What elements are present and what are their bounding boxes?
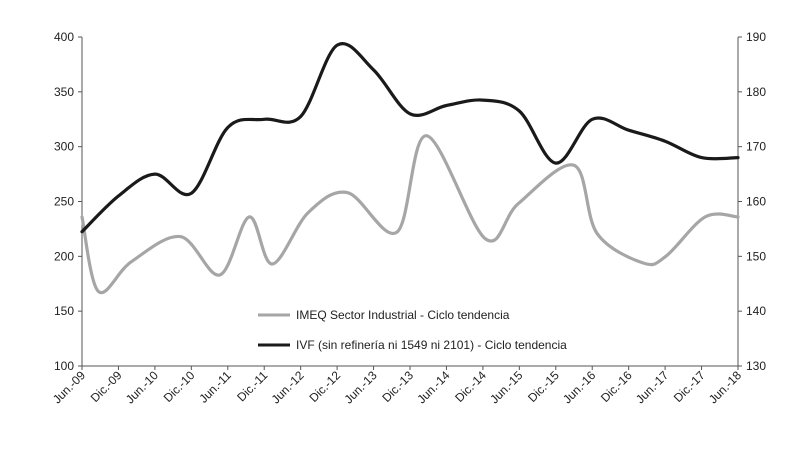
y-axis-left-labels: 100 150 200 250 300 350 400	[54, 30, 74, 373]
legend-label-ivf: IVF (sin refinería ni 1549 ni 2101) - Ci…	[296, 338, 567, 352]
y-right-tick-label: 140	[746, 304, 766, 318]
x-tick-label: Dic.-11	[234, 368, 270, 404]
x-tick-label: Jun.-14	[414, 368, 452, 406]
x-tick-label: Dic.-17	[671, 368, 708, 405]
x-tick-label: Jun.-15	[487, 368, 525, 406]
x-tick-label: Jun.-18	[706, 368, 744, 406]
legend-label-imeq: IMEQ Sector Industrial - Ciclo tendencia	[296, 308, 510, 322]
y-right-tick-label: 160	[746, 195, 766, 209]
y-left-tick-label: 350	[54, 85, 74, 99]
x-tick-label: Dic.-13	[379, 368, 416, 405]
y-left-tick-label: 100	[54, 359, 74, 373]
x-tick-label: Dic.-09	[88, 368, 125, 405]
x-tick-label: Dic.-15	[525, 368, 562, 405]
x-tick-label: Dic.-14	[452, 368, 489, 405]
y-left-tick-label: 150	[54, 304, 74, 318]
x-tick-label: Dic.-12	[306, 368, 343, 405]
x-tick-label: Dic.-10	[161, 368, 198, 405]
series-lines	[80, 41, 740, 295]
y-left-tick-label: 400	[54, 30, 74, 44]
x-tick-label: Dic.-16	[598, 368, 635, 405]
x-tick-label: Jun.-10	[123, 368, 161, 406]
x-tick-label: Jun.-16	[560, 368, 598, 406]
y-right-tick-label: 130	[746, 359, 766, 373]
y-right-tick-label: 170	[746, 140, 766, 154]
y-left-tick-label: 300	[54, 140, 74, 154]
y-right-tick-label: 190	[746, 30, 766, 44]
y-left-tick-label: 250	[54, 195, 74, 209]
y-left-tick-label: 200	[54, 249, 74, 263]
plot-axes	[78, 36, 742, 370]
legend: IMEQ Sector Industrial - Ciclo tendencia…	[258, 308, 567, 352]
x-tick-label: Jun.-12	[269, 368, 307, 406]
x-tick-label: Jun.-17	[633, 368, 671, 406]
x-tick-label: Jun.-09	[50, 368, 88, 406]
series-line-ivf	[80, 41, 740, 234]
x-tick-label: Jun.-13	[341, 368, 379, 406]
series-line-imeq	[80, 134, 740, 295]
y-right-tick-label: 150	[746, 249, 766, 263]
y-right-tick-label: 180	[746, 85, 766, 99]
y-axis-right-labels: 130 140 150 160 170 180 190	[746, 30, 766, 373]
x-tick-label: Jun.-11	[196, 368, 234, 406]
